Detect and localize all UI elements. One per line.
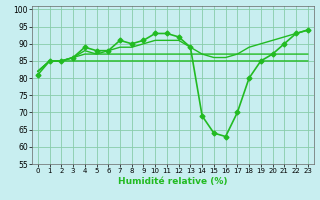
X-axis label: Humidité relative (%): Humidité relative (%) <box>118 177 228 186</box>
